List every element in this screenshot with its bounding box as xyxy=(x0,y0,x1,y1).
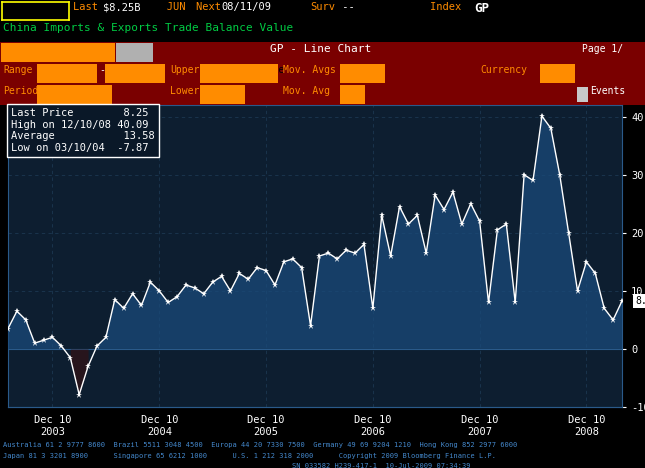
Text: 2007: 2007 xyxy=(467,427,492,437)
Text: Lower: Lower xyxy=(170,86,199,96)
Text: Japan 81 3 3201 8900      Singapore 65 6212 1000      U.S. 1 212 318 2000      C: Japan 81 3 3201 8900 Singapore 65 6212 1… xyxy=(3,453,496,459)
Text: China Imports & Exports Trade Balance Value: China Imports & Exports Trade Balance Va… xyxy=(3,23,293,33)
Text: 2008: 2008 xyxy=(574,427,599,437)
Text: GP: GP xyxy=(474,2,489,15)
Text: Australia 61 2 9777 8600  Brazil 5511 3048 4500  Europa 44 20 7330 7500  Germany: Australia 61 2 9777 8600 Brazil 5511 304… xyxy=(3,442,517,448)
Text: 2006: 2006 xyxy=(361,427,385,437)
Text: USD: USD xyxy=(542,65,560,75)
Text: Upper: Upper xyxy=(170,65,199,75)
Text: None: None xyxy=(202,86,226,96)
Text: Mov. Avg: Mov. Avg xyxy=(283,86,330,96)
Text: Dec 10: Dec 10 xyxy=(354,415,392,425)
Text: CNFRBAL$ INDEX: CNFRBAL$ INDEX xyxy=(3,44,85,54)
Text: JUN: JUN xyxy=(148,2,204,12)
Text: Latest/Last Re: Latest/Last Re xyxy=(202,65,284,75)
Text: 2004: 2004 xyxy=(147,427,172,437)
Text: Dec 10: Dec 10 xyxy=(247,415,285,425)
Text: 8.25: 8.25 xyxy=(635,296,645,306)
Text: Last: Last xyxy=(73,2,110,12)
Text: 07/10/03: 07/10/03 xyxy=(39,65,86,75)
Text: Dec 10: Dec 10 xyxy=(141,415,178,425)
Text: Mov. Avgs: Mov. Avgs xyxy=(283,65,336,75)
Text: Hide: Hide xyxy=(119,44,143,54)
Text: -: - xyxy=(99,65,105,75)
Text: Last Price        8.25
High on 12/10/08 40.09
Average           13.58
Low on 03/: Last Price 8.25 High on 12/10/08 40.09 A… xyxy=(11,108,155,153)
Text: SN 033582 H239-417-1  10-Jul-2009 07:34:39: SN 033582 H239-417-1 10-Jul-2009 07:34:3… xyxy=(3,463,470,468)
Text: Index: Index xyxy=(430,2,468,12)
Text: 2003: 2003 xyxy=(40,427,65,437)
Text: Page 1/: Page 1/ xyxy=(582,44,623,54)
Text: Surv: Surv xyxy=(310,2,335,12)
Text: Currency: Currency xyxy=(480,65,527,75)
Text: 08/11/09: 08/11/09 xyxy=(221,2,271,12)
Text: Period: Period xyxy=(3,86,38,96)
Text: 20: 20 xyxy=(342,86,353,96)
Text: Dec 10: Dec 10 xyxy=(568,415,605,425)
Text: Dec 10: Dec 10 xyxy=(34,415,71,425)
Text: Dec 10: Dec 10 xyxy=(461,415,499,425)
Text: Monthly: Monthly xyxy=(39,86,80,96)
Text: $8.25B: $8.25B xyxy=(103,2,141,12)
Text: 07/10/09: 07/10/09 xyxy=(107,65,154,75)
Text: Events: Events xyxy=(590,86,625,96)
Text: Next: Next xyxy=(196,2,227,12)
Text: CNFRBAL$: CNFRBAL$ xyxy=(3,2,53,12)
Text: --: -- xyxy=(336,2,355,12)
Text: GP - Line Chart: GP - Line Chart xyxy=(270,44,372,54)
Text: 2005: 2005 xyxy=(253,427,279,437)
Text: Range: Range xyxy=(3,65,32,75)
